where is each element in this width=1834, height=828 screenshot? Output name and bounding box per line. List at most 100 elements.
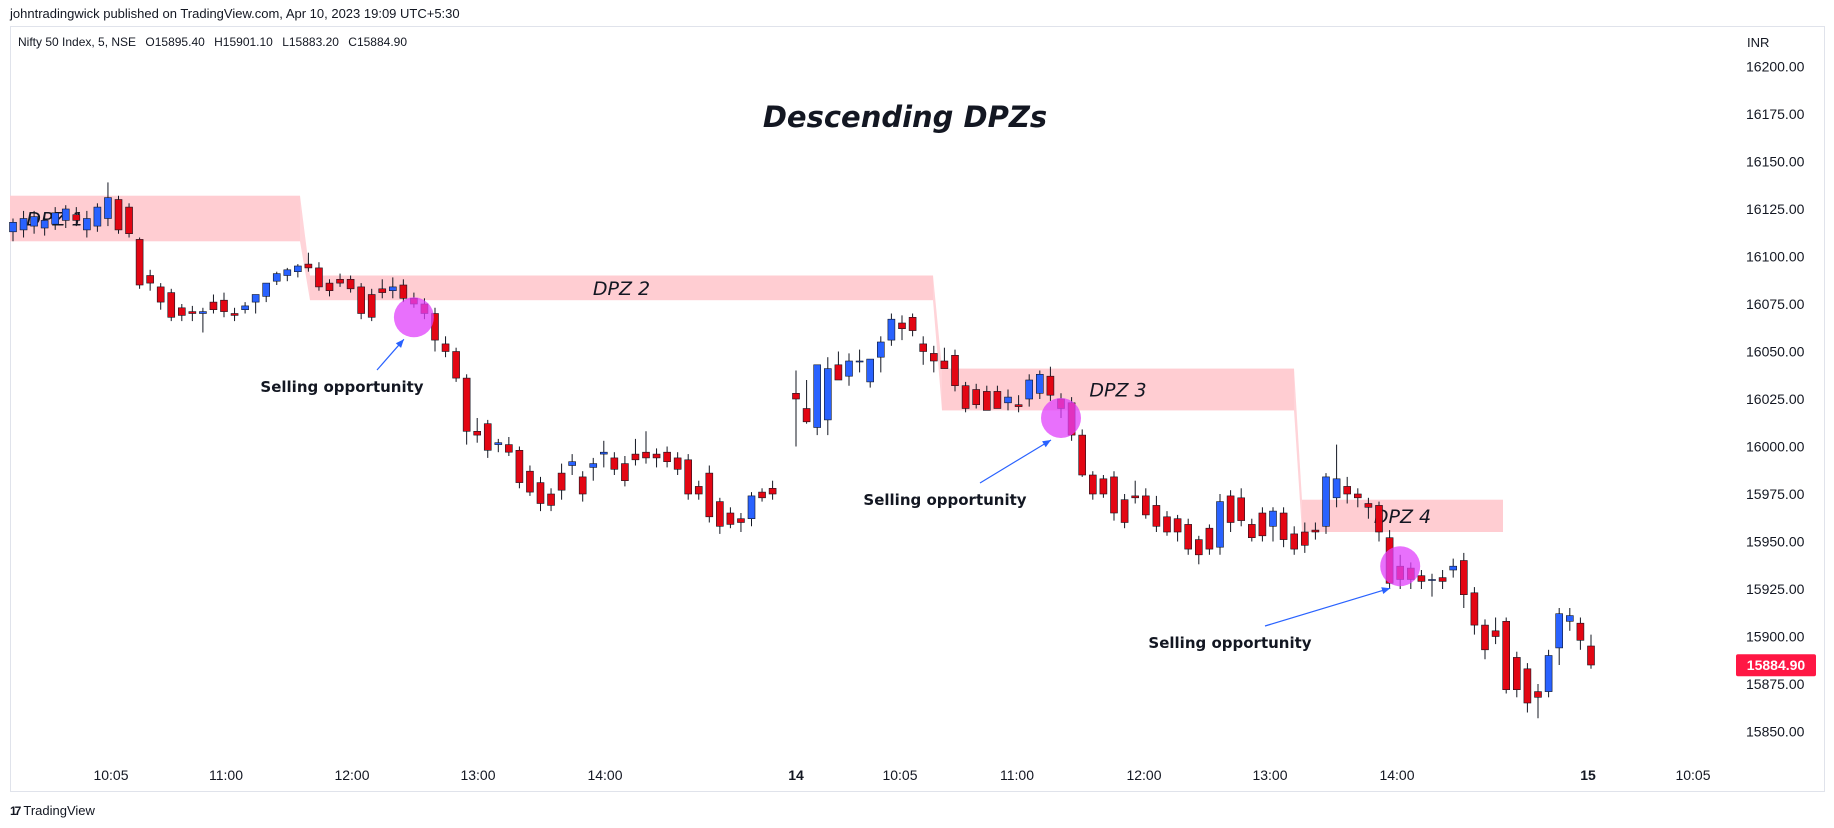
- candle-body: [919, 343, 928, 352]
- annotation-layer: Selling opportunity Selling opportunity Se…: [260, 297, 1421, 652]
- candle-body: [705, 472, 714, 518]
- candle-body: [452, 351, 460, 379]
- candle-body: [802, 408, 811, 423]
- candle-body: [1279, 512, 1288, 540]
- candle-body: [684, 459, 693, 495]
- time-tick-label: 12:00: [1126, 767, 1161, 783]
- candle-body: [135, 239, 144, 286]
- dpz-label: DPZ 4: [1374, 506, 1431, 528]
- candle-body: [1163, 516, 1171, 533]
- candle-body: [792, 392, 800, 400]
- candle-body: [1216, 501, 1224, 548]
- time-tick-label: 14: [788, 767, 804, 783]
- candle-body: [1343, 486, 1351, 495]
- candle-body: [156, 286, 165, 303]
- price-tick-label: 16075.00: [1746, 296, 1805, 312]
- candle-body: [1375, 505, 1383, 533]
- candle-body: [357, 286, 365, 314]
- candle-body: [167, 292, 176, 318]
- candle-body: [1025, 379, 1033, 400]
- price-tick-label: 16200.00: [1746, 59, 1805, 75]
- dpz-label: DPZ 2: [593, 278, 650, 300]
- candle-body: [1513, 657, 1521, 691]
- candle-body: [473, 430, 482, 436]
- time-tick-label: 14:00: [1379, 767, 1414, 783]
- chart-frame: [10, 26, 1825, 792]
- annotation-label: Selling opportunity: [1148, 634, 1311, 652]
- candle-body: [940, 360, 949, 369]
- selling-opportunity-marker: [1380, 546, 1421, 587]
- candle-body: [1311, 529, 1320, 533]
- candles-layer: [9, 182, 1595, 719]
- ohlc-open: O15895.40: [145, 35, 205, 49]
- candle-body: [494, 442, 503, 445]
- candle-body: [726, 512, 735, 525]
- candle-body: [114, 199, 123, 231]
- selling-opportunity-marker: [393, 297, 434, 338]
- candle-body: [1460, 560, 1468, 596]
- candle-body: [1120, 499, 1129, 523]
- candle-body: [1195, 539, 1203, 556]
- candle-body: [483, 423, 492, 451]
- candle-body: [1502, 620, 1510, 690]
- candle-body: [1036, 373, 1044, 394]
- price-tick-label: 15950.00: [1746, 534, 1805, 550]
- candle-body: [1544, 655, 1553, 692]
- candle-body: [599, 451, 608, 455]
- candle-body: [262, 282, 271, 297]
- candle-body: [1099, 478, 1108, 495]
- candle-body: [1258, 512, 1267, 537]
- candle-body: [621, 463, 629, 482]
- candle-body: [1142, 495, 1150, 516]
- candle-body: [1152, 505, 1161, 527]
- candle-body: [1470, 592, 1479, 626]
- price-tick-label: 16100.00: [1746, 249, 1805, 265]
- candle-body: [961, 385, 970, 409]
- currency-label: INR: [1747, 35, 1769, 50]
- tradingview-brand[interactable]: 17 TradingView: [10, 803, 95, 818]
- candle-body: [972, 389, 981, 405]
- candle-body: [1555, 613, 1563, 649]
- candle-body: [855, 360, 864, 363]
- candle-body: [51, 212, 60, 225]
- candle-body: [30, 216, 38, 227]
- candle-body: [367, 294, 376, 318]
- candle-body: [1566, 615, 1574, 622]
- candle-body: [1248, 524, 1256, 539]
- candle-body: [610, 457, 619, 470]
- candle-body: [462, 377, 471, 432]
- symbol-name[interactable]: Nifty 50 Index, 5, NSE: [18, 35, 137, 49]
- last-price-label: 15884.90: [1747, 657, 1806, 673]
- annotation-label: Selling opportunity: [863, 491, 1026, 509]
- time-axis[interactable]: 10:05 11:00 12:00 13:00 14:00 14 10:05 11:00 12:…: [93, 767, 1710, 783]
- candle-body: [272, 273, 281, 282]
- candle-body: [823, 368, 832, 421]
- arrow-head-icon: [1042, 440, 1051, 448]
- candle-body: [1078, 434, 1086, 476]
- arrow-head-icon: [1381, 587, 1391, 594]
- candle-body: [388, 286, 397, 291]
- candle-body: [431, 313, 439, 341]
- candle-body: [1226, 495, 1235, 523]
- candle-body: [1014, 404, 1023, 407]
- candle-body: [294, 265, 302, 272]
- candle-body: [1587, 645, 1595, 666]
- candle-body: [1364, 503, 1373, 508]
- candle-body: [1004, 396, 1012, 404]
- price-axis[interactable]: INR 16200.00 16175.00 16150.00 16125.00 1610…: [1736, 35, 1816, 740]
- candle-body: [188, 311, 197, 314]
- candle-body: [1428, 579, 1436, 581]
- candle-body: [578, 476, 587, 495]
- price-tick-label: 16025.00: [1746, 391, 1805, 407]
- candle-body: [834, 364, 843, 381]
- candle-body: [876, 341, 885, 358]
- dpz-connector: [1294, 368, 1302, 532]
- candle-body: [1438, 577, 1447, 582]
- candle-body: [1205, 527, 1214, 550]
- arrow-head-icon: [395, 339, 404, 348]
- arrow-line: [1264, 587, 1391, 627]
- candle-body: [557, 472, 566, 491]
- candle-body: [694, 486, 703, 495]
- candle-body: [908, 316, 917, 331]
